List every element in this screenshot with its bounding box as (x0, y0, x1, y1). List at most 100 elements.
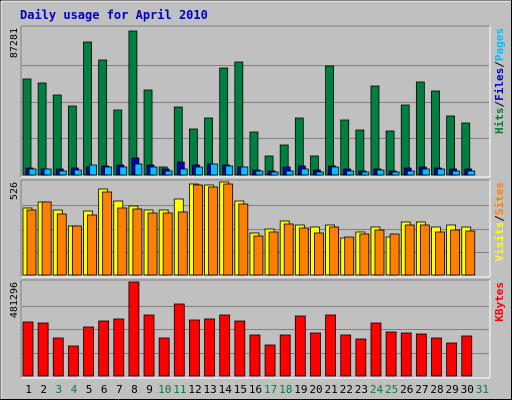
y-max-label: 526 (9, 182, 20, 200)
bar-hits-day-2 (37, 82, 47, 176)
bar-kbytes-day-29 (446, 342, 458, 377)
bar-hits-day-30 (461, 122, 471, 176)
panel-visits: 526 Visits/Sites (9, 179, 506, 278)
bar-hits-day-5 (83, 41, 92, 176)
bar-sites-day-27 (419, 224, 430, 276)
bar-pages-day-18 (285, 170, 294, 176)
bar-hits-day-21 (325, 65, 334, 176)
x-tick-label: 30 (461, 383, 474, 396)
bar-kbytes-day-15 (234, 320, 246, 377)
bar-sites-day-7 (117, 207, 128, 276)
bar-hits-day-15 (234, 61, 244, 176)
bar-sites-day-5 (87, 214, 97, 276)
x-tick-label: 23 (355, 383, 368, 396)
bar-kbytes-day-1 (22, 321, 34, 377)
bar-kbytes-day-25 (385, 331, 397, 377)
x-tick-label: 28 (430, 383, 443, 396)
x-tick-label: 1 (25, 383, 32, 396)
x-tick-label: 18 (279, 383, 292, 396)
bar-sites-day-21 (329, 226, 339, 276)
x-tick-label: 20 (309, 383, 322, 396)
legend-item: Visits (493, 222, 506, 262)
x-tick-label: 12 (188, 383, 201, 396)
bar-pages-day-11 (179, 168, 188, 176)
x-tick-label: 11 (173, 383, 186, 396)
panel-kbytes: 481296 KBytes (9, 279, 506, 379)
bar-kbytes-day-23 (355, 338, 367, 377)
chart-panels: 87281Hits/Files/Pages526Visits/Sites4812… (9, 25, 506, 379)
x-tick-label: 21 (325, 383, 338, 396)
x-tick-label: 16 (249, 383, 262, 396)
bar-sites-day-19 (298, 227, 309, 276)
bar-kbytes-day-27 (415, 333, 427, 377)
legend-item: KBytes (493, 282, 506, 322)
bar-sites-day-11 (177, 211, 188, 276)
bar-sites-day-17 (268, 231, 279, 276)
bar-sites-day-10 (162, 212, 173, 276)
bar-pages-day-5 (89, 164, 97, 176)
legend-separator: / (493, 215, 506, 222)
bar-sites-day-28 (435, 231, 445, 276)
bar-pages-day-29 (452, 170, 461, 176)
bar-kbytes-day-5 (83, 326, 94, 377)
bar-pages-day-30 (467, 170, 476, 176)
bar-kbytes-day-19 (294, 315, 306, 377)
bar-pages-day-1 (28, 168, 37, 176)
bar-pages-day-2 (43, 168, 52, 176)
bar-hits-day-25 (385, 130, 395, 176)
bar-kbytes-day-9 (143, 314, 155, 377)
bar-pages-day-8 (134, 163, 143, 176)
bar-hits-day-24 (370, 85, 380, 176)
bar-kbytes-day-14 (219, 314, 231, 377)
bar-pages-day-22 (346, 170, 355, 176)
bar-kbytes-day-28 (431, 337, 442, 377)
bar-pages-day-6 (104, 166, 113, 176)
bar-pages-day-15 (240, 166, 249, 176)
bar-pages-day-27 (421, 168, 430, 176)
bar-hits-day-9 (143, 89, 153, 176)
x-tick-label: 2 (40, 383, 47, 396)
bar-kbytes-day-12 (189, 319, 200, 377)
legend-item: Files (493, 68, 506, 101)
legend-separator: / (493, 101, 506, 108)
bar-sites-day-4 (71, 225, 82, 276)
bar-sites-day-24 (374, 229, 385, 276)
bar-kbytes-day-13 (204, 318, 215, 377)
legend-item: Hits (493, 108, 506, 135)
bar-kbytes-day-11 (173, 303, 185, 377)
bar-pages-day-14 (225, 165, 234, 176)
x-tick-label: 7 (116, 383, 123, 396)
x-tick-label: 6 (101, 383, 108, 396)
legend-item: Sites (493, 182, 506, 215)
x-tick-label: 26 (400, 383, 413, 396)
bar-kbytes-day-24 (370, 322, 382, 377)
bar-sites-day-2 (41, 201, 52, 276)
bar-kbytes-day-7 (113, 318, 125, 377)
bar-kbytes-day-20 (310, 332, 321, 377)
x-tick-label: 9 (146, 383, 153, 396)
bar-pages-day-26 (406, 170, 415, 176)
bar-sites-day-22 (344, 236, 355, 276)
x-tick-label: 3 (56, 383, 63, 396)
bar-hits-day-3 (52, 94, 62, 176)
bar-kbytes-day-2 (37, 322, 49, 377)
bar-pages-day-12 (195, 166, 203, 176)
bar-sites-day-16 (253, 235, 264, 276)
bar-pages-day-13 (210, 163, 218, 176)
bar-pages-day-4 (73, 169, 82, 176)
x-tick-label: 10 (158, 383, 171, 396)
bar-pages-day-10 (164, 170, 173, 176)
bar-kbytes-day-30 (461, 335, 473, 377)
bar-hits-day-1 (22, 78, 32, 176)
bar-sites-day-25 (389, 233, 400, 276)
x-tick-label: 19 (294, 383, 307, 396)
bar-hits-day-28 (431, 90, 440, 176)
bar-kbytes-day-8 (128, 281, 140, 377)
legend-kbytes: KBytes (493, 282, 506, 322)
y-max-label: 87281 (9, 28, 20, 58)
bar-pages-day-9 (149, 166, 158, 176)
bar-pages-day-28 (437, 168, 445, 176)
bar-sites-day-20 (314, 232, 324, 276)
x-tick-label: 22 (340, 383, 353, 396)
bar-kbytes-day-26 (400, 332, 412, 377)
